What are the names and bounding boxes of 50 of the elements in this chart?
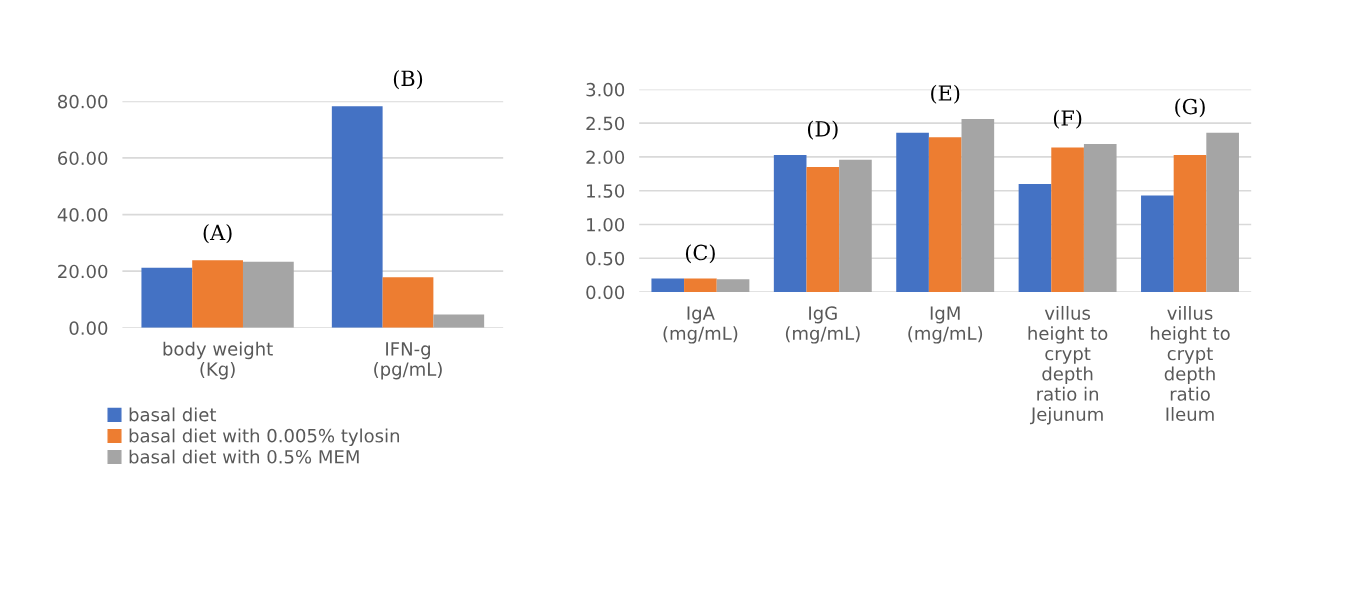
y-tick-label: 40.00 [57, 208, 108, 222]
bar [651, 278, 685, 293]
bar [806, 167, 840, 293]
annotation: (A) [203, 224, 232, 244]
bar [1206, 132, 1239, 293]
bar [1018, 183, 1052, 293]
bar [961, 119, 995, 293]
annotation: (G) [1175, 98, 1205, 118]
x-tick-label: IgA (mg/mL) [663, 306, 738, 344]
y-tick-label: 0.50 [586, 251, 625, 266]
x-tick-label: IgM (mg/mL) [908, 306, 983, 344]
x-tick-label: IFN-g (pg/mL) [374, 342, 442, 380]
annotation: (C) [685, 244, 715, 264]
bar [242, 261, 294, 328]
annotation: (E) [931, 84, 960, 104]
bar [896, 132, 929, 293]
y-tick-label: 3.00 [586, 82, 625, 97]
y-tick-label: 2.50 [586, 116, 625, 131]
bar [433, 314, 485, 328]
legend-label: basal diet [129, 407, 217, 422]
y-tick-label: 1.00 [587, 217, 625, 232]
bar [192, 260, 243, 328]
bar [331, 106, 383, 328]
bar [839, 159, 872, 293]
bar [1141, 195, 1174, 293]
annotation: (D) [807, 120, 838, 140]
y-tick-label: 0.00 [586, 285, 625, 300]
x-tick-label: IgG (mg/mL) [785, 306, 860, 344]
y-tick-label: 2.00 [586, 150, 625, 165]
x-tick-label: villus height to crypt depth ratio Ileum [1150, 305, 1230, 421]
x-tick-label: villus height to crypt depth ratio in Jejunum [1028, 305, 1108, 425]
annotation: (F) [1053, 109, 1082, 129]
text: (B) [393, 70, 423, 90]
legend-label: basal diet with 0.5% MEM [129, 449, 359, 464]
bar [928, 137, 962, 293]
bar [684, 278, 717, 293]
y-tick-label: 20.00 [58, 264, 108, 279]
bar [382, 277, 434, 328]
bar [141, 267, 193, 328]
y-tick-label: 80.00 [58, 94, 108, 109]
bar [1173, 154, 1207, 293]
y-tick-label: 0.00 [69, 321, 108, 335]
y-tick-label: 1.50 [587, 184, 625, 198]
bar [716, 279, 750, 293]
x-tick-label: body weight (Kg) [163, 341, 273, 380]
bar [1083, 144, 1117, 293]
bar [1051, 147, 1084, 293]
y-tick-label: 60.00 [58, 151, 108, 166]
bar [773, 154, 807, 293]
legend-label: basal diet with 0.005% tylosin [129, 428, 399, 447]
